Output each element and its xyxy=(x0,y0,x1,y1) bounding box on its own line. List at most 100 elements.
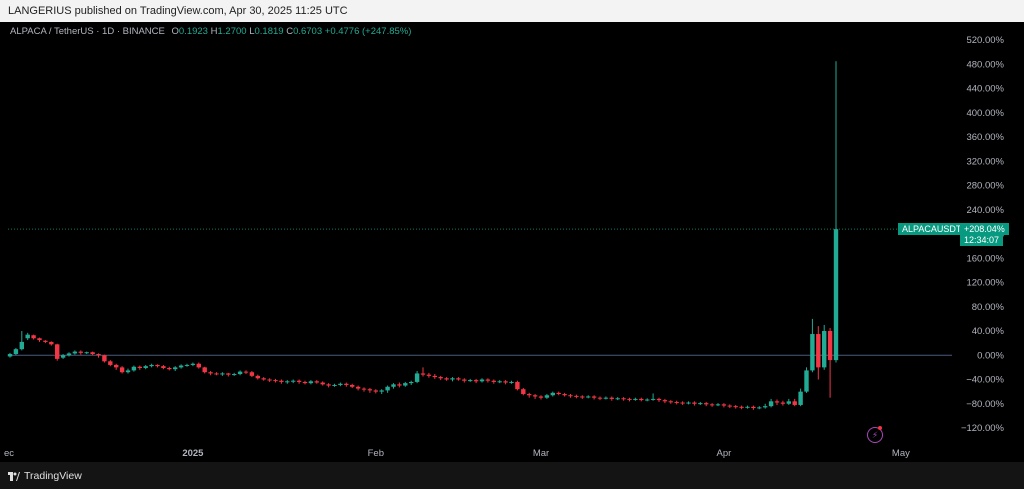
candle-body xyxy=(414,373,420,382)
y-tick-label: 120.00% xyxy=(966,278,1004,289)
y-tick-label: 440.00% xyxy=(966,84,1004,95)
candle-body xyxy=(668,401,673,403)
candle-body xyxy=(686,402,691,404)
candle-body xyxy=(674,401,679,403)
candle-body xyxy=(692,402,697,404)
candle-body xyxy=(462,379,467,381)
y-tick-label: 400.00% xyxy=(966,108,1004,119)
y-tick-label: 80.00% xyxy=(972,302,1005,313)
x-tick-label: Feb xyxy=(368,448,384,459)
y-tick-label: 480.00% xyxy=(966,59,1004,70)
candle-body xyxy=(196,363,201,368)
candle-body xyxy=(603,397,609,399)
open-label: O xyxy=(171,26,179,37)
candle-body xyxy=(757,407,762,409)
candle-body xyxy=(580,396,585,398)
candle-body xyxy=(833,229,839,361)
y-tick-label: 160.00% xyxy=(966,253,1004,264)
candle-body xyxy=(391,384,396,387)
close-value: 0.6703 xyxy=(293,26,323,37)
candle-body xyxy=(373,390,378,392)
candle-body xyxy=(485,379,491,381)
candle-body xyxy=(409,381,414,384)
candle-body xyxy=(19,341,24,350)
candle-body xyxy=(591,396,597,398)
candle-body xyxy=(226,373,231,375)
candle-body xyxy=(515,381,520,390)
candle-body xyxy=(367,389,373,391)
candle-body xyxy=(397,384,402,386)
candle-body xyxy=(479,379,485,382)
brand[interactable]: TradingView xyxy=(8,470,82,482)
candle-body xyxy=(355,386,361,389)
x-tick-label: Apr xyxy=(717,448,732,459)
candle-body xyxy=(615,398,620,400)
candle-body xyxy=(768,401,774,407)
y-tick-label: 360.00% xyxy=(966,132,1004,143)
countdown-tag: 12:34:07 xyxy=(960,234,1004,246)
candle-body xyxy=(426,374,432,376)
candle-body xyxy=(656,398,662,401)
y-tick-label: −40.00% xyxy=(966,375,1004,386)
candle-body xyxy=(102,355,107,362)
candle-body xyxy=(202,367,207,373)
candle-body xyxy=(49,341,54,345)
candle-body xyxy=(544,395,550,398)
y-tick-label: −80.00% xyxy=(966,399,1004,410)
percent-price-tag: +208.04% xyxy=(960,223,1009,235)
candle-body xyxy=(650,398,656,400)
candle-body xyxy=(361,388,367,390)
candle-body xyxy=(822,331,827,368)
candle-body xyxy=(114,364,119,368)
y-tick-label: 320.00% xyxy=(966,156,1004,167)
candle-body xyxy=(308,381,314,384)
candle-body xyxy=(296,380,302,382)
candle-body xyxy=(161,366,166,368)
candle-body xyxy=(155,364,160,367)
candle-body xyxy=(774,401,780,403)
candle-body xyxy=(220,373,225,375)
candle-body xyxy=(60,355,66,358)
candle-body xyxy=(37,338,42,341)
candle-body xyxy=(208,372,213,374)
candle-body xyxy=(149,364,154,367)
candle-body xyxy=(792,401,797,405)
low-label: L xyxy=(249,26,255,37)
candle-body xyxy=(763,406,768,408)
candle-body xyxy=(562,394,567,396)
candle-body xyxy=(237,371,243,375)
candle-body xyxy=(745,406,750,408)
tradingview-logo-icon xyxy=(8,471,20,481)
symbol-label: ALPACA / TetherUS · 1D · BINANCE xyxy=(10,26,165,37)
candle-body xyxy=(786,401,791,404)
candle-body xyxy=(751,406,756,408)
candle-body xyxy=(178,365,184,368)
chart-area[interactable]: 520.00% 480.00% 440.00% 400.00% 360.00% 320.0… xyxy=(0,22,1024,462)
candle-body xyxy=(727,405,732,407)
candle-body xyxy=(332,384,337,386)
price-chart[interactable]: 520.00% 480.00% 440.00% 400.00% 360.00% 320.0… xyxy=(0,22,1024,462)
candle-body xyxy=(350,384,355,387)
candle-body xyxy=(190,363,196,365)
candle-body xyxy=(420,373,426,375)
lightning-icon[interactable]: ⚡ xyxy=(867,427,883,443)
candle-body xyxy=(385,386,390,391)
notification-dot xyxy=(878,426,882,430)
candle-body xyxy=(13,349,19,355)
candle-body xyxy=(96,354,101,356)
candle-body xyxy=(804,370,809,392)
x-tick-label: Mar xyxy=(533,448,549,459)
x-tick-label: ec xyxy=(4,448,14,459)
high-label: H xyxy=(210,26,218,37)
candle-body xyxy=(338,383,343,385)
candle-body xyxy=(780,402,786,404)
candle-body xyxy=(7,354,13,357)
candle-body xyxy=(184,364,190,366)
change-value: +0.4776 (+247.85%) xyxy=(324,26,412,37)
candle-body xyxy=(273,380,278,382)
candle-body xyxy=(173,367,178,370)
candle-body xyxy=(450,378,455,380)
high-value: 1.2700 xyxy=(217,26,247,37)
y-tick-label: 0.00% xyxy=(977,350,1004,361)
y-tick-label: 520.00% xyxy=(966,35,1004,46)
